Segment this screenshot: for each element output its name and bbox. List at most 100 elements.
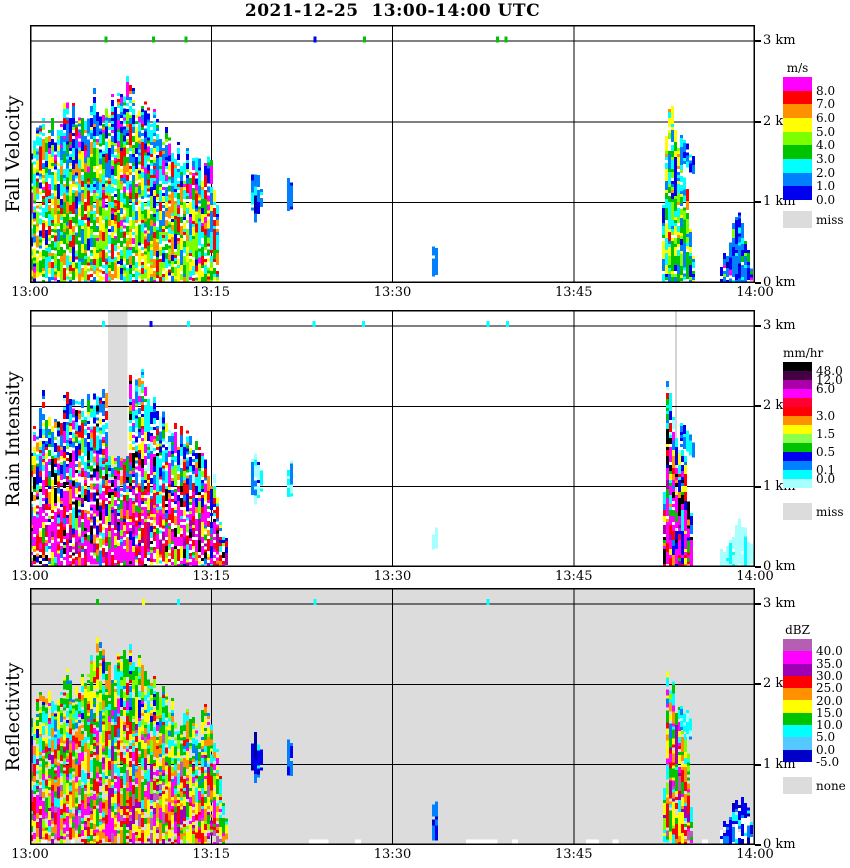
- colorbar-rain-intensity: [783, 362, 812, 488]
- colorbar-band: [783, 651, 812, 664]
- km-tick: [755, 201, 761, 204]
- colorbar-tick-label: 1.0: [816, 179, 836, 194]
- colorbar-unit-label: mm/hr: [783, 346, 824, 360]
- colorbar-tick-label: 2.0: [816, 165, 836, 180]
- colorbar-band: [783, 131, 812, 146]
- colorbar-band: [783, 389, 812, 398]
- colorbar-tick-label: 0.0: [816, 472, 836, 486]
- colorbar-tick-label: 0.0: [816, 742, 836, 757]
- km-tick: [755, 405, 761, 408]
- colorbar-band: [783, 380, 812, 389]
- km-tick: [755, 566, 761, 568]
- colorbar-tick-label: 5.0: [816, 124, 836, 139]
- km-tick: [755, 485, 761, 488]
- y-km-label: 3 km: [763, 318, 796, 334]
- figure-title: 2021-12-25 13:00-14:00 UTC: [244, 1, 541, 21]
- colorbar-missing-swatch: [783, 211, 812, 228]
- colorbar-tick-label: 8.0: [816, 83, 836, 98]
- colorbar-tick-label: 48.0: [816, 364, 843, 378]
- colorbar-band: [783, 416, 812, 425]
- colorbar-band: [783, 158, 812, 173]
- colorbar-band: [783, 639, 812, 652]
- colorbar-missing-swatch: [783, 777, 812, 794]
- y-axis-title-fall-velocity: Fall Velocity: [2, 95, 24, 213]
- colorbar-band: [783, 452, 812, 461]
- colorbar-band: [783, 172, 812, 187]
- panel-frame: [30, 25, 755, 283]
- colorbar-band: [783, 725, 812, 738]
- colorbar-tick-label: 30.0: [816, 668, 843, 683]
- x-tick-label: 14:00: [736, 847, 774, 862]
- colorbar-tick-label: 4.0: [816, 138, 836, 153]
- y-km-label: 3 km: [763, 596, 796, 612]
- x-tick-label: 13:15: [192, 569, 230, 584]
- x-tick-label: 14:00: [736, 569, 774, 584]
- x-tick-label: 13:30: [373, 569, 412, 584]
- colorbar-band: [783, 663, 812, 676]
- km-tick: [755, 603, 761, 606]
- y-axis-title-reflectivity: Reflectivity: [2, 662, 24, 771]
- x-tick-label: 13:00: [11, 569, 49, 584]
- colorbar-band: [783, 737, 812, 750]
- x-tick-label: 13:00: [11, 285, 49, 300]
- colorbar-band: [783, 425, 812, 434]
- x-tick-label: 13:30: [373, 285, 412, 300]
- colorbar-band: [783, 362, 812, 371]
- colorbar-band: [783, 479, 812, 488]
- colorbar-missing-swatch: [783, 503, 812, 520]
- colorbar-missing-label: miss: [816, 504, 844, 519]
- km-tick: [755, 763, 761, 766]
- panel-reflectivity-plot: [30, 588, 755, 845]
- colorbar-band: [783, 443, 812, 452]
- colorbar-band: [783, 688, 812, 701]
- colorbar-tick-label: 3.0: [816, 152, 836, 166]
- colorbar-band: [783, 90, 812, 105]
- colorbar-band: [783, 461, 812, 470]
- km-tick: [755, 844, 761, 846]
- colorbar-tick-label: 6.0: [816, 382, 836, 396]
- colorbar-tick-label: 7.0: [816, 97, 836, 112]
- panel-fall-velocity-plot: [30, 25, 755, 283]
- colorbar-tick-label: 15.0: [816, 705, 843, 720]
- x-tick-label: 13:15: [192, 847, 230, 862]
- colorbar-band: [783, 398, 812, 407]
- colorbar-band: [783, 186, 812, 200]
- colorbar-tick-label: 0.0: [816, 193, 836, 207]
- x-tick-label: 13:00: [11, 847, 49, 862]
- colorbar-band: [783, 700, 812, 713]
- colorbar-band: [783, 145, 812, 159]
- colorbar-unit-label: m/s: [786, 61, 809, 75]
- colorbar-tick-label: 0.5: [816, 445, 836, 459]
- colorbar-tick-label: 0.1: [816, 463, 836, 477]
- y-km-label: 0 km: [763, 559, 796, 574]
- colorbar-band: [783, 749, 812, 762]
- km-tick: [755, 120, 761, 123]
- colorbar-band: [783, 117, 812, 132]
- colorbar-band: [783, 407, 812, 416]
- colorbar-tick-label: 1.5: [816, 427, 836, 441]
- colorbar-tick-label: 40.0: [816, 644, 843, 659]
- colorbar-tick-label: 6.0: [816, 111, 836, 125]
- x-tick-label: 13:45: [555, 847, 593, 862]
- colorbar-reflectivity: [783, 639, 812, 762]
- colorbar-band: [783, 77, 812, 91]
- colorbar-band: [783, 371, 812, 380]
- x-tick-label: 13:15: [192, 285, 230, 300]
- km-tick: [755, 683, 761, 686]
- x-tick-label: 13:30: [373, 847, 412, 862]
- y-km-label: 0 km: [763, 837, 796, 852]
- colorbar-tick-label: 3.0: [816, 409, 836, 423]
- colorbar-band: [783, 434, 812, 443]
- colorbar-tick-label: 10.0: [816, 718, 843, 733]
- km-tick: [755, 282, 761, 284]
- y-km-label: 0 km: [763, 275, 796, 290]
- km-tick: [755, 40, 761, 43]
- x-tick-label: 13:45: [555, 285, 593, 300]
- colorbar-tick-label: 12.0: [816, 373, 843, 387]
- panel-frame: [30, 310, 755, 567]
- colorbar-fall-velocity: [783, 77, 812, 200]
- colorbar-band: [783, 712, 812, 726]
- colorbar-tick-label: 25.0: [816, 681, 843, 696]
- colorbar-missing-label: none: [816, 778, 846, 793]
